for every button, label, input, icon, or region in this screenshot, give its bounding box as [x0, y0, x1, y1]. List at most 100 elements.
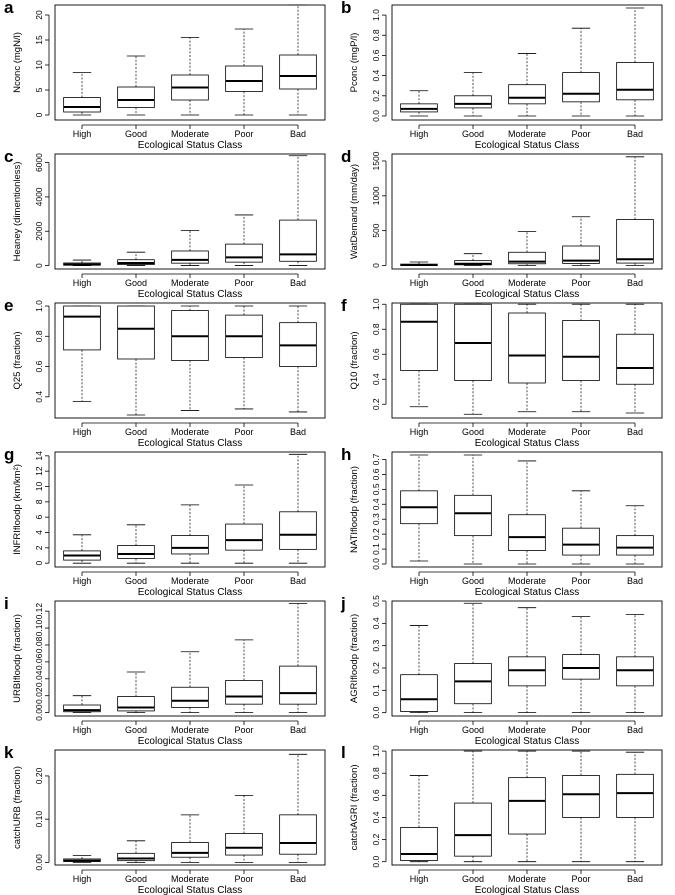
plot-frame [391, 4, 663, 121]
y-tick-label: 0.04 [34, 670, 44, 687]
x-tick-label: Moderate [508, 725, 546, 735]
chart-panel-d: d 0 500 1000 1500 WatDemand (mm/day) High Good M… [337, 147, 674, 300]
panel-letter: j [341, 594, 346, 613]
y-axis-label: URBIfloodp (fraction) [12, 614, 23, 703]
iqr-box [63, 97, 101, 113]
plot-frame [391, 600, 663, 717]
y-tick-label: 0.4 [371, 373, 381, 385]
y-tick-label: 15 [34, 35, 44, 45]
box-high [63, 305, 101, 402]
plot-frame [54, 451, 326, 568]
iqr-box [225, 243, 263, 263]
y-axis-label: Heaney (dimentionless) [12, 162, 23, 262]
iqr-box [508, 777, 546, 835]
x-tick-label: High [73, 278, 92, 288]
panel-letter: h [341, 445, 352, 464]
y-tick-label: 0 [34, 263, 44, 268]
y-tick-label: 20 [34, 10, 44, 20]
x-tick-label: Good [462, 874, 484, 884]
boxplot-svg: 0 2000 4000 6000 Heaney (dimentionless) High G… [12, 153, 326, 300]
box-moderate [508, 230, 546, 266]
boxplot-svg: 0.00 0.10 0.20 catchURB (fraction) High Good M… [12, 749, 326, 895]
iqr-box [562, 654, 600, 680]
chart-panel-e: e 0.4 0.6 0.8 1.0 Q25 (fraction) High Good Moder… [0, 296, 337, 449]
iqr-box [562, 245, 600, 264]
x-tick-label: Poor [571, 576, 590, 586]
y-tick-label: 0.5 [371, 483, 381, 495]
box-bad [616, 613, 654, 714]
x-axis-label: Ecological Status Class [475, 736, 580, 747]
y-axis-label: Nconc (mgN/l) [12, 32, 23, 93]
x-tick-label: Poor [234, 278, 253, 288]
y-tick-label: 1.0 [371, 298, 381, 310]
box-bad [616, 156, 654, 266]
x-tick-label: Poor [234, 725, 253, 735]
x-tick-label: Moderate [508, 874, 546, 884]
y-tick-label: 2 [34, 545, 44, 550]
y-tick-label: 0.02 [34, 687, 44, 704]
box-bad [616, 751, 654, 863]
box-good [117, 251, 155, 266]
plot-frame [54, 4, 326, 121]
x-axis-label: Ecological Status Class [138, 438, 243, 449]
y-tick-label: 0 [34, 112, 44, 117]
panel-letter: d [341, 147, 352, 166]
y-tick-label: 0.6 [371, 348, 381, 360]
x-axis-label: Ecological Status Class [138, 140, 243, 151]
box-moderate [171, 229, 209, 266]
y-tick-label: 1500 [371, 151, 381, 170]
iqr-box [616, 656, 654, 687]
x-tick-label: Good [462, 129, 484, 139]
panel-letter: a [4, 0, 14, 17]
x-tick-label: Moderate [508, 278, 546, 288]
box-moderate [508, 53, 546, 117]
x-tick-label: Bad [627, 427, 643, 437]
box-good [117, 671, 155, 714]
y-axis-label: Q25 (fraction) [12, 331, 23, 389]
x-axis-label: Ecological Status Class [475, 289, 580, 300]
y-axis-label: WatDemand (mm/day) [349, 164, 360, 259]
y-tick-label: 0.0 [371, 110, 381, 122]
plot-frame [54, 600, 326, 717]
iqr-box [117, 852, 155, 862]
x-tick-label: Poor [571, 427, 590, 437]
y-tick-label: 1000 [371, 186, 381, 205]
x-tick-label: Bad [627, 129, 643, 139]
boxplot-svg: 0.4 0.6 0.8 1.0 Q25 (fraction) High Good Modera… [12, 300, 326, 449]
box-good [454, 602, 492, 714]
iqr-box [616, 773, 654, 818]
iqr-box [400, 674, 438, 712]
x-tick-label: Moderate [171, 725, 209, 735]
y-tick-label: 0.1 [371, 684, 381, 696]
y-tick-label: 12 [34, 466, 44, 476]
y-tick-label: 0.06 [34, 653, 44, 670]
box-poor [225, 28, 263, 116]
x-tick-label: Moderate [171, 427, 209, 437]
box-moderate [171, 504, 209, 564]
x-tick-label: Poor [234, 576, 253, 586]
plot-frame [391, 451, 663, 568]
panel-letter: i [4, 594, 9, 613]
y-tick-label: 0.0 [371, 856, 381, 868]
y-tick-label: 0.0 [371, 558, 381, 570]
box-moderate [171, 814, 209, 863]
boxplot-svg: 0.000.020.040.060.080.100.12 URBIfloodp (… [12, 600, 326, 747]
boxplot-svg: 0.0 0.1 0.2 0.3 0.4 0.5 0.6 0.7 NATIfloodp (frac… [349, 451, 663, 598]
y-tick-label: 0.4 [371, 69, 381, 81]
x-tick-label: Bad [290, 576, 306, 586]
x-axis-label: Ecological Status Class [138, 885, 243, 895]
box-poor [562, 303, 600, 413]
x-tick-label: Moderate [508, 427, 546, 437]
x-tick-label: Good [125, 427, 147, 437]
iqr-box [454, 260, 492, 266]
y-tick-label: 0.3 [371, 639, 381, 651]
x-tick-label: High [410, 874, 429, 884]
iqr-box [616, 62, 654, 101]
y-tick-label: 1.0 [371, 9, 381, 21]
box-moderate [508, 607, 546, 714]
x-axis-label: Ecological Status Class [138, 736, 243, 747]
box-good [117, 55, 155, 116]
x-tick-label: Moderate [508, 129, 546, 139]
iqr-box [400, 103, 438, 113]
iqr-box [63, 305, 101, 351]
